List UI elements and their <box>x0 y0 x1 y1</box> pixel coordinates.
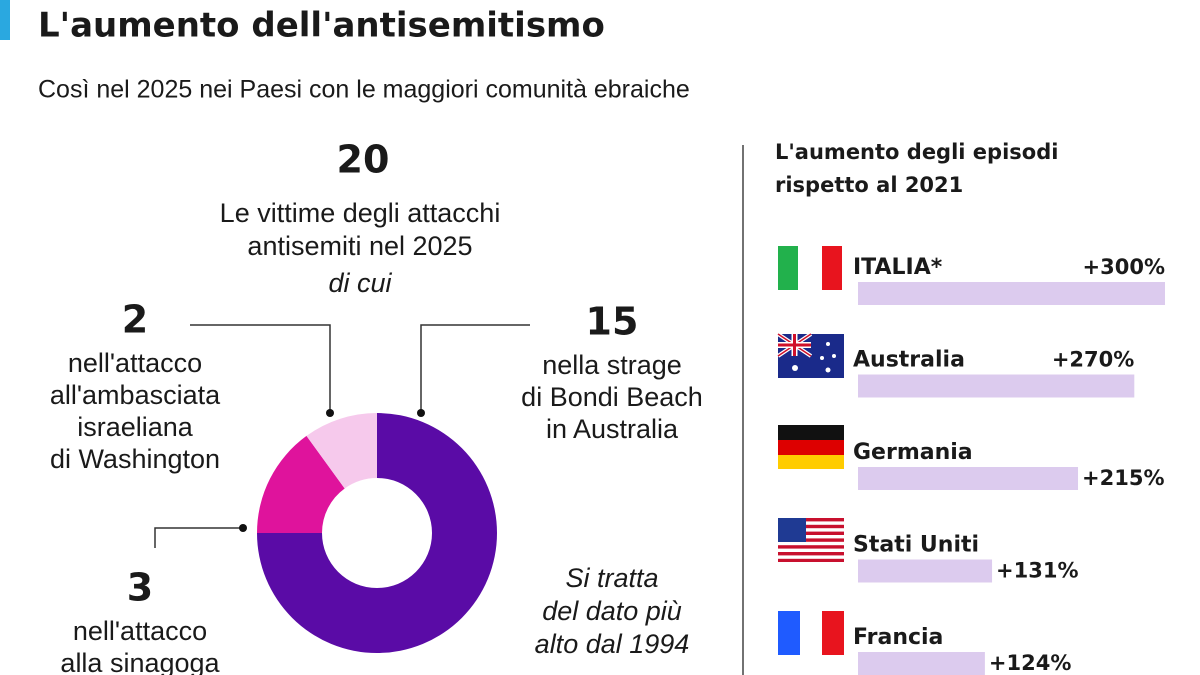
annotation: Si tratta <box>565 563 658 593</box>
bar <box>858 374 1135 398</box>
flag-france <box>778 611 844 655</box>
donut-segment <box>257 413 497 653</box>
country-label: Francia <box>853 625 943 650</box>
segment-label: israeliana <box>77 412 194 442</box>
title: L'aumento dell'antisemitismo <box>38 6 605 46</box>
subtitle: Così nel 2025 nei Paesi con le maggiori … <box>38 76 690 104</box>
segment-value: 15 <box>586 300 639 344</box>
bar-chart-title: rispetto al 2021 <box>775 173 963 197</box>
total-text: Le vittime degli attacchi <box>220 198 501 228</box>
bar <box>858 282 1165 305</box>
value-label: +124% <box>989 651 1071 675</box>
country-label: Germania <box>853 440 973 465</box>
country-label: Stati Uniti <box>853 533 979 558</box>
segment-label: nella strage <box>542 350 682 380</box>
leader-lines <box>154 324 530 548</box>
accent-bar <box>0 0 10 40</box>
leader-line <box>190 324 331 413</box>
value-label: +300% <box>1083 255 1165 279</box>
segment-label: alla sinagoga <box>60 648 220 675</box>
bar <box>858 559 993 583</box>
leader-dots <box>239 409 425 532</box>
segment-value: 3 <box>127 566 153 610</box>
value-label: +131% <box>996 559 1078 583</box>
bar-chart-title: L'aumento degli episodi <box>775 140 1058 164</box>
segment-label: all'ambasciata <box>50 380 221 410</box>
country-label: ITALIA* <box>853 255 943 280</box>
leader-dot <box>326 409 334 417</box>
donut-segment <box>257 435 345 533</box>
country-label: Australia <box>853 348 965 373</box>
total-value: 20 <box>337 138 390 182</box>
total-note: di cui <box>328 268 392 298</box>
flag-germany <box>778 425 844 469</box>
annotation: alto dal 1994 <box>535 629 690 659</box>
flag-italy <box>778 246 842 290</box>
bar <box>858 652 985 675</box>
segment-label: in Australia <box>546 414 679 444</box>
value-label: +215% <box>1082 466 1164 490</box>
bar <box>858 467 1079 490</box>
segment-label: nell'attacco <box>73 616 207 646</box>
total-text: antisemiti nel 2025 <box>247 231 472 261</box>
annotation: del dato più <box>542 596 682 626</box>
leader-line <box>420 324 530 413</box>
leader-line <box>154 527 243 548</box>
segment-label: di Bondi Beach <box>521 382 703 412</box>
leader-dot <box>417 409 425 417</box>
segment-label: di Washington <box>50 444 220 474</box>
segment-label: nell'attacco <box>68 348 202 378</box>
leader-dot <box>239 524 247 532</box>
donut-segment <box>306 413 377 489</box>
flag-usa <box>778 518 844 562</box>
segment-value: 2 <box>122 298 148 342</box>
flag-australia <box>776 332 844 378</box>
value-label: +270% <box>1052 348 1134 372</box>
